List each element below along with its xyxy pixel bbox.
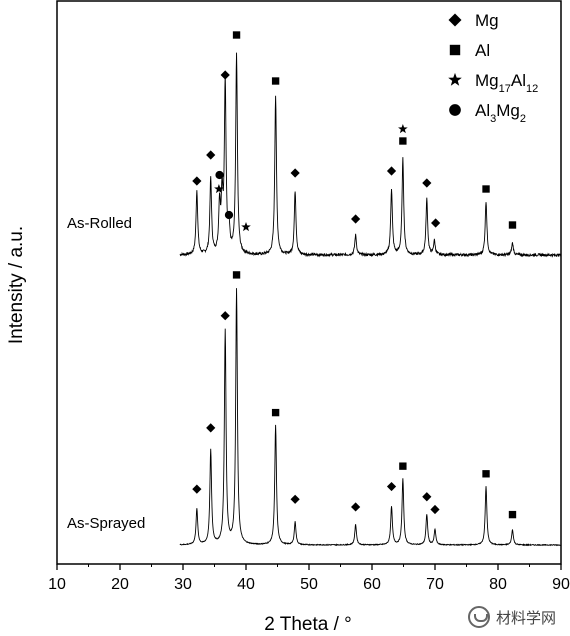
phase-markers <box>192 31 517 519</box>
peak-marker-diamond <box>206 150 216 160</box>
x-tick-label: 60 <box>363 576 381 593</box>
peak-marker-diamond <box>220 70 230 80</box>
peak-marker-diamond <box>351 502 361 512</box>
peak-marker-square <box>482 470 490 478</box>
peak-marker-square <box>232 31 241 39</box>
legend-marker-star-icon <box>448 72 462 86</box>
watermark: 材料学网 <box>468 604 568 630</box>
peak-marker-square <box>399 462 407 470</box>
peak-marker-diamond <box>430 504 440 515</box>
peak-marker-diamond <box>386 166 397 176</box>
x-axis-label: 2 Theta / ° <box>264 614 352 635</box>
x-tick-label: 70 <box>426 576 444 593</box>
peak-marker-square <box>399 137 407 145</box>
peak-marker-diamond <box>422 178 432 188</box>
peak-marker-diamond <box>220 311 230 321</box>
peak-marker-diamond <box>206 423 216 433</box>
peak-marker-diamond <box>192 484 202 494</box>
x-tick-label: 90 <box>552 576 570 593</box>
x-tick-label: 40 <box>237 576 255 593</box>
legend-label: Mg17Al12 <box>475 71 538 95</box>
y-axis-label: Intensity / a.u. <box>6 226 27 344</box>
series-label-as-sprayed: As-Sprayed <box>67 515 145 532</box>
peak-marker-diamond <box>290 494 300 504</box>
legend-marker-circle-icon <box>449 104 461 116</box>
legend: Mg Al Mg17Al12 Al3Mg2 <box>448 11 538 125</box>
watermark-logo-icon <box>468 606 490 628</box>
peak-marker-diamond <box>351 214 361 224</box>
x-tick-label: 50 <box>300 576 318 593</box>
peak-marker-diamond <box>431 218 441 228</box>
x-tick-label: 20 <box>111 576 129 593</box>
xrd-trace-as-sprayed <box>179 288 562 547</box>
peak-marker-star <box>214 183 224 194</box>
x-tick-label: 30 <box>174 576 192 593</box>
peak-marker-square <box>482 185 490 193</box>
legend-label: Al3Mg2 <box>475 101 526 125</box>
xrd-trace-as-rolled <box>179 52 562 258</box>
peak-marker-square <box>271 408 280 417</box>
peak-marker-diamond <box>386 481 397 492</box>
traces <box>179 52 562 547</box>
x-tick-label: 10 <box>48 576 66 593</box>
legend-label: Al <box>475 41 490 60</box>
x-axis-ticks: 10 20 30 40 50 60 70 80 90 <box>48 564 570 593</box>
peak-marker-square <box>232 271 241 279</box>
peak-marker-diamond <box>290 168 300 178</box>
peak-marker-circle <box>224 210 234 220</box>
peak-marker-square <box>508 221 517 229</box>
series-label-as-rolled: As-Rolled <box>67 215 132 232</box>
x-tick-label: 80 <box>489 576 507 593</box>
peak-marker-circle <box>215 170 224 180</box>
legend-label: Mg <box>475 11 499 30</box>
peak-marker-diamond <box>192 176 202 186</box>
legend-marker-square-icon <box>449 44 461 56</box>
legend-marker-diamond-icon <box>448 13 462 27</box>
peak-marker-square <box>271 77 280 85</box>
peak-marker-square <box>508 510 517 519</box>
peak-marker-diamond <box>422 492 432 502</box>
peak-marker-star <box>398 123 408 134</box>
watermark-text: 材料学网 <box>496 608 557 627</box>
peak-marker-star <box>241 221 251 232</box>
